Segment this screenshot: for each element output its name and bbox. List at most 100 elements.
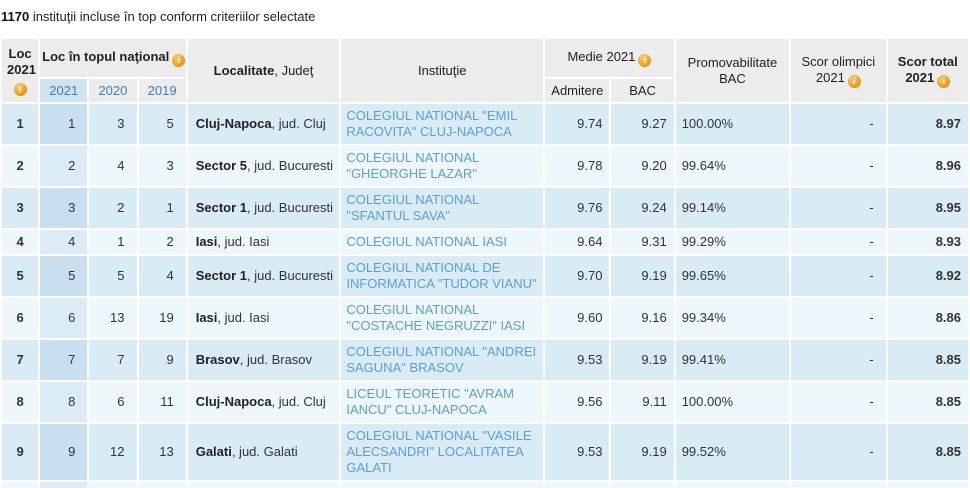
table-row: 6 6 13 19 Iasi, jud. Iasi COLEGIUL NATIONAL "… [2,298,968,338]
rank-2021-cell: 3 [40,188,88,228]
institution-cell: COLEGIUL NATIONAL "EMIL RACOVITA" CLUJ-N… [341,104,544,144]
scor-olimpici-cell: - [791,482,886,488]
promovabilitate-cell: 100.00% [675,382,790,422]
institution-cell: COLEGIUL NATIONAL IASI [341,230,544,254]
institution-cell: COLEGIUL NATIONAL "GHEORGHE LAZAR" [341,146,544,186]
scor-olimpici-cell: - [791,188,886,228]
admitere-cell: 9.76 [545,188,610,228]
table-row: 5 5 5 4 Sector 1, jud. Bucuresti COLEGIUL NAT… [2,256,968,296]
promovabilitate-cell: 99.52% [675,424,790,480]
info-icon[interactable]: i [172,54,186,67]
promovabilitate-cell: 99.41% [675,340,790,380]
scor-total-cell: 8.86 [887,298,968,338]
institution-cell: COLEGIUL NATIONAL "COSTACHE NEGRUZZI" IA… [341,298,544,338]
institution-link[interactable]: COLEGIUL NATIONAL "ANDREI SAGUNA" BRASOV [346,344,537,375]
locality-cell: Iasi, jud. Iasi [187,298,340,338]
admitere-cell: 9.70 [545,256,610,296]
county-name: , jud. Cluj [271,116,326,131]
rank-cell: 2 [2,146,39,186]
scor-olimpici-cell: - [791,146,886,186]
rank-2020-cell: 13 [89,298,137,338]
year-tab-2020[interactable]: 2020 [89,79,137,102]
city-name: Iasi [195,234,218,249]
institution-link[interactable]: COLEGIUL NATIONAL "VASILE ALECSANDRI" LO… [346,428,532,475]
promovabilitate-cell: 99.34% [675,298,790,338]
bac-cell: 9.24 [611,188,674,228]
city-name: Constanta [196,486,260,488]
county-name: , jud. Constanta [196,486,287,488]
table-row: 9 9 12 13 Galati, jud. Galati COLEGIUL NATION… [2,424,968,480]
scor-total-cell: 8.97 [887,104,968,144]
rank-2020-cell: 16 [89,482,137,488]
promovabilitate-cell: 98.65% [675,482,790,488]
city-name: Sector 1 [195,268,248,283]
locality-cell: Brasov, jud. Brasov [187,340,340,380]
scor-total-cell: 8.95 [887,188,968,228]
rank-cell: 7 [2,340,39,380]
institution-cell: LICEUL TEORETIC "AVRAM IANCU" CLUJ-NAPOC… [341,382,544,422]
county-name: , jud. Bucuresti [247,200,334,215]
institution-link[interactable]: COLEGIUL NATIONAL "GHEORGHE LAZAR" [346,150,479,181]
scor-olimpici-cell: - [791,104,886,144]
table-row: 8 8 6 11 Cluj-Napoca, jud. Cluj LICEUL TEORET… [2,382,968,422]
institution-link[interactable]: COLEGIUL NATIONAL "COSTACHE NEGRUZZI" IA… [346,302,526,333]
institution-cell: COLEGIUL NATIONAL "MIRCEA CEL BATRAN" CO… [341,482,544,488]
rank-2021-cell: 9 [40,424,88,480]
table-row: 7 7 7 9 Brasov, jud. Brasov COLEGIUL NATIONAL… [2,340,968,380]
locality-cell: Cluj-Napoca, jud. Cluj [187,104,340,144]
table-row: 4 4 1 2 Iasi, jud. Iasi COLEGIUL NATIONAL IAS… [2,230,968,254]
bac-cell: 9.27 [611,104,674,144]
locality-cell: Iasi, jud. Iasi [187,230,340,254]
header-admitere: Admitere [545,79,610,102]
institution-link[interactable]: COLEGIUL NATIONAL IASI [346,234,507,249]
promovabilitate-cell: 99.29% [675,230,790,254]
rank-2021-cell: 4 [40,230,88,254]
bac-cell: 9.19 [611,256,674,296]
city-name: Sector 5 [195,158,248,173]
locality-cell: Cluj-Napoca, jud. Cluj [187,382,340,422]
rank-cell: 6 [2,298,39,338]
institution-link[interactable]: COLEGIUL NATIONAL "SFANTUL SAVA" [346,192,479,223]
header-loc-top-national: Loc în topul naţional i [40,39,186,77]
institution-link[interactable]: COLEGIUL NATIONAL DE INFORMATICA "TUDOR … [346,260,537,291]
admitere-cell: 9.56 [545,382,610,422]
institution-cell: COLEGIUL NATIONAL "ANDREI SAGUNA" BRASOV [341,340,544,380]
scor-total-cell: 8.92 [887,256,968,296]
institution-link[interactable]: COLEGIUL NATIONAL "EMIL RACOVITA" CLUJ-N… [346,108,517,139]
table-row: 3 3 2 1 Sector 1, jud. Bucuresti COLEGIUL NAT… [2,188,968,228]
bac-cell: 9.16 [611,298,674,338]
results-summary: 1170 instituţii incluse în top conform c… [1,9,970,25]
rank-2020-cell: 6 [89,382,137,422]
rank-2020-cell: 2 [89,188,137,228]
county-name: , jud. Bucuresti [247,158,334,173]
year-tab-2021[interactable]: 2021 [40,79,88,102]
rank-2021-cell: 1 [40,104,88,144]
header-scor-olimpici: Scor olimpici 2021 i [791,39,886,102]
city-name: Sector 1 [195,200,248,215]
results-text: instituţii incluse în top conform criter… [29,9,316,24]
rank-cell: 8 [2,382,39,422]
locality-cell: Constanta, jud. Constanta [187,482,340,488]
institution-cell: COLEGIUL NATIONAL DE INFORMATICA "TUDOR … [341,256,544,296]
scor-total-cell: 8.85 [887,382,968,422]
scor-total-cell: 8.96 [887,146,968,186]
admitere-cell: 9.70 [545,482,610,488]
county-name: , jud. Galati [231,444,298,459]
institution-link[interactable]: LICEUL TEORETIC "AVRAM IANCU" CLUJ-NAPOC… [346,386,514,417]
rank-cell: 3 [2,188,39,228]
info-icon[interactable]: i [13,82,27,96]
scor-total-cell: 8.85 [887,340,968,380]
info-icon[interactable]: i [638,54,652,67]
city-name: Iasi [195,310,218,325]
admitere-cell: 9.60 [545,298,610,338]
year-tab-2019[interactable]: 2019 [138,79,186,102]
scor-olimpici-cell: - [791,256,886,296]
info-icon[interactable]: i [847,74,861,88]
institution-link[interactable]: COLEGIUL NATIONAL "MIRCEA CEL BATRAN" CO… [346,486,537,488]
county-name: , jud. Iasi [217,310,270,325]
info-icon[interactable]: i [937,74,951,88]
rank-2020-cell: 3 [89,104,137,144]
ranking-table: Loc 2021 i Loc în topul naţional i Localit… [0,37,970,488]
institution-cell: COLEGIUL NATIONAL "VASILE ALECSANDRI" LO… [341,424,544,480]
institution-cell: COLEGIUL NATIONAL "SFANTUL SAVA" [341,188,544,228]
